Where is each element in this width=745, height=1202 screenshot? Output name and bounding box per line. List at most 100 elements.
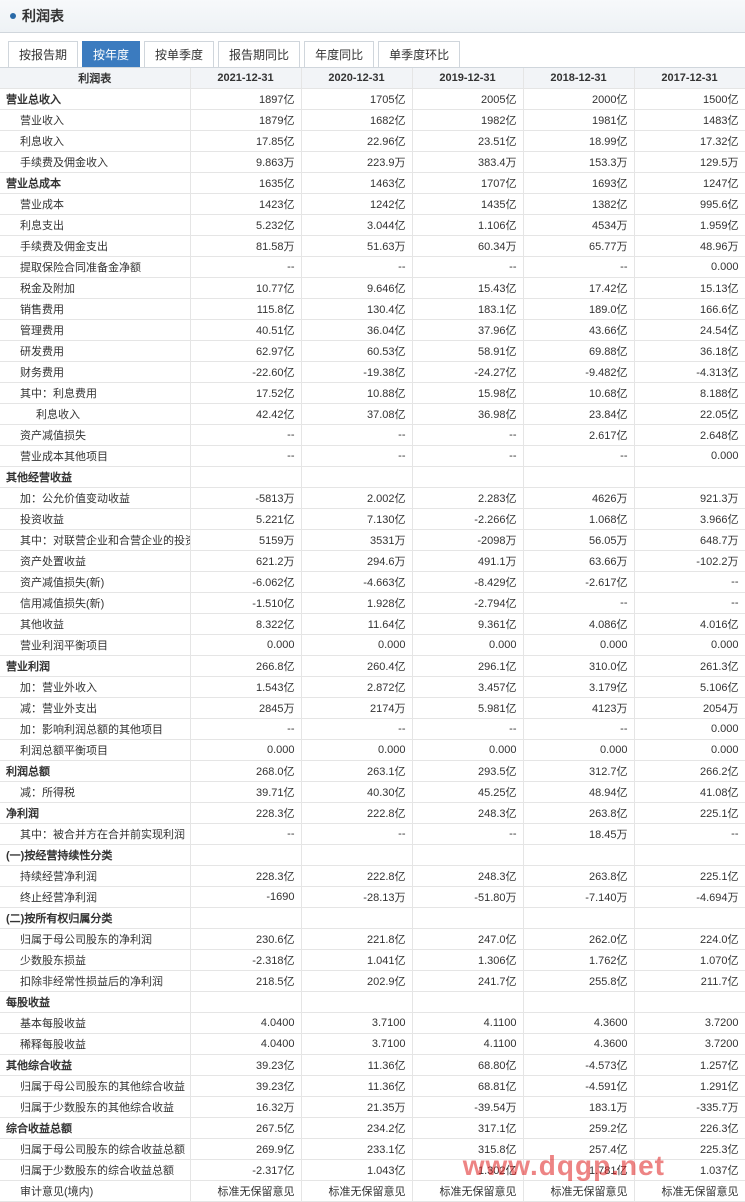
tab-3[interactable]: 报告期同比: [218, 41, 300, 67]
tab-5[interactable]: 单季度环比: [378, 41, 460, 67]
cell-value: 60.53亿: [301, 341, 412, 362]
cell-value: 166.6亿: [634, 299, 745, 320]
row-label: 其他经营收益: [0, 467, 190, 488]
row-label: 资产减值损失(新): [0, 572, 190, 593]
cell-value: 222.8亿: [301, 803, 412, 824]
row-label: 基本每股收益: [0, 1013, 190, 1034]
header-row: 利润表2021-12-312020-12-312019-12-312018-12…: [0, 68, 745, 89]
cell-value: 48.96万: [634, 236, 745, 257]
cell-value: 1.302亿: [412, 1160, 523, 1181]
cell-value: 2.283亿: [412, 488, 523, 509]
cell-value: -4.663亿: [301, 572, 412, 593]
cell-value: --: [523, 593, 634, 614]
row-label: 营业收入: [0, 110, 190, 131]
cell-value: [523, 992, 634, 1013]
cell-value: --: [301, 824, 412, 845]
cell-value: 1879亿: [190, 110, 301, 131]
cell-value: 69.88亿: [523, 341, 634, 362]
row-label: 研发费用: [0, 341, 190, 362]
cell-value: 21.35万: [301, 1097, 412, 1118]
table-row: 信用减值损失(新)-1.510亿1.928亿-2.794亿----: [0, 593, 745, 614]
cell-value: 68.81亿: [412, 1076, 523, 1097]
cell-value: 1705亿: [301, 89, 412, 110]
tab-0[interactable]: 按报告期: [8, 41, 78, 67]
cell-value: 63.66万: [523, 551, 634, 572]
cell-value: 1.306亿: [412, 950, 523, 971]
cell-value: 130.4亿: [301, 299, 412, 320]
table-row: 审计意见(境内)标准无保留意见标准无保留意见标准无保留意见标准无保留意见标准无保…: [0, 1181, 745, 1202]
cell-value: -9.482亿: [523, 362, 634, 383]
row-label: 扣除非经常性损益后的净利润: [0, 971, 190, 992]
table-row: 提取保险合同准备金净额--------0.000: [0, 257, 745, 278]
cell-value: 312.7亿: [523, 761, 634, 782]
cell-value: 18.45万: [523, 824, 634, 845]
cell-value: 标准无保留意见: [190, 1181, 301, 1202]
cell-value: 17.42亿: [523, 278, 634, 299]
cell-value: 1.959亿: [634, 215, 745, 236]
cell-value: 1500亿: [634, 89, 745, 110]
cell-value: 257.4亿: [523, 1139, 634, 1160]
tab-4[interactable]: 年度同比: [304, 41, 374, 67]
cell-value: 225.3亿: [634, 1139, 745, 1160]
table-row: 每股收益: [0, 992, 745, 1013]
cell-value: 1.762亿: [523, 950, 634, 971]
cell-value: 269.9亿: [190, 1139, 301, 1160]
cell-value: 0.000: [634, 740, 745, 761]
cell-value: 0.000: [634, 446, 745, 467]
table-row: 加：营业外收入1.543亿2.872亿3.457亿3.179亿5.106亿: [0, 677, 745, 698]
row-label: 税金及附加: [0, 278, 190, 299]
cell-value: 263.8亿: [523, 866, 634, 887]
row-label: 利息收入: [0, 131, 190, 152]
cell-value: 0.000: [634, 719, 745, 740]
cell-value: 40.30亿: [301, 782, 412, 803]
cell-value: 228.3亿: [190, 803, 301, 824]
cell-value: [634, 845, 745, 866]
cell-value: [634, 908, 745, 929]
cell-value: 60.34万: [412, 236, 523, 257]
cell-value: 23.51亿: [412, 131, 523, 152]
tab-2[interactable]: 按单季度: [144, 41, 214, 67]
cell-value: 37.96亿: [412, 320, 523, 341]
cell-value: [523, 845, 634, 866]
table-row: (一)按经营持续性分类: [0, 845, 745, 866]
cell-value: 189.0亿: [523, 299, 634, 320]
page-header: 利润表: [0, 0, 745, 33]
cell-value: 1.106亿: [412, 215, 523, 236]
cell-value: 1382亿: [523, 194, 634, 215]
cell-value: 266.2亿: [634, 761, 745, 782]
row-label: 减：营业外支出: [0, 698, 190, 719]
cell-value: 383.4万: [412, 152, 523, 173]
row-label: 信用减值损失(新): [0, 593, 190, 614]
cell-value: 262.0亿: [523, 929, 634, 950]
cell-value: 51.63万: [301, 236, 412, 257]
cell-value: 261.3亿: [634, 656, 745, 677]
cell-value: 0.000: [523, 740, 634, 761]
table-row: 归属于母公司股东的综合收益总额269.9亿233.1亿315.8亿257.4亿2…: [0, 1139, 745, 1160]
cell-value: 247.0亿: [412, 929, 523, 950]
cell-value: [190, 992, 301, 1013]
table-row: 减：营业外支出2845万2174万5.981亿4123万2054万: [0, 698, 745, 719]
cell-value: 266.8亿: [190, 656, 301, 677]
cell-value: [301, 845, 412, 866]
table-row: 综合收益总额267.5亿234.2亿317.1亿259.2亿226.3亿: [0, 1118, 745, 1139]
table-row: 营业收入1879亿1682亿1982亿1981亿1483亿: [0, 110, 745, 131]
cell-value: 248.3亿: [412, 803, 523, 824]
table-row: 利息收入17.85亿22.96亿23.51亿18.99亿17.32亿: [0, 131, 745, 152]
cell-value: --: [190, 425, 301, 446]
table-row: 资产减值损失------2.617亿2.648亿: [0, 425, 745, 446]
cell-value: 2000亿: [523, 89, 634, 110]
cell-value: 293.5亿: [412, 761, 523, 782]
row-label: 其中：利息费用: [0, 383, 190, 404]
cell-value: 9.361亿: [412, 614, 523, 635]
table-row: 归属于母公司股东的其他综合收益39.23亿11.36亿68.81亿-4.591亿…: [0, 1076, 745, 1097]
cell-value: 标准无保留意见: [301, 1181, 412, 1202]
cell-value: 15.98亿: [412, 383, 523, 404]
cell-value: [412, 992, 523, 1013]
cell-value: [523, 467, 634, 488]
cell-value: 0.000: [634, 257, 745, 278]
cell-value: --: [523, 446, 634, 467]
tab-1[interactable]: 按年度: [82, 41, 140, 67]
cell-value: [634, 992, 745, 1013]
row-label: 利润总额: [0, 761, 190, 782]
cell-value: 58.91亿: [412, 341, 523, 362]
